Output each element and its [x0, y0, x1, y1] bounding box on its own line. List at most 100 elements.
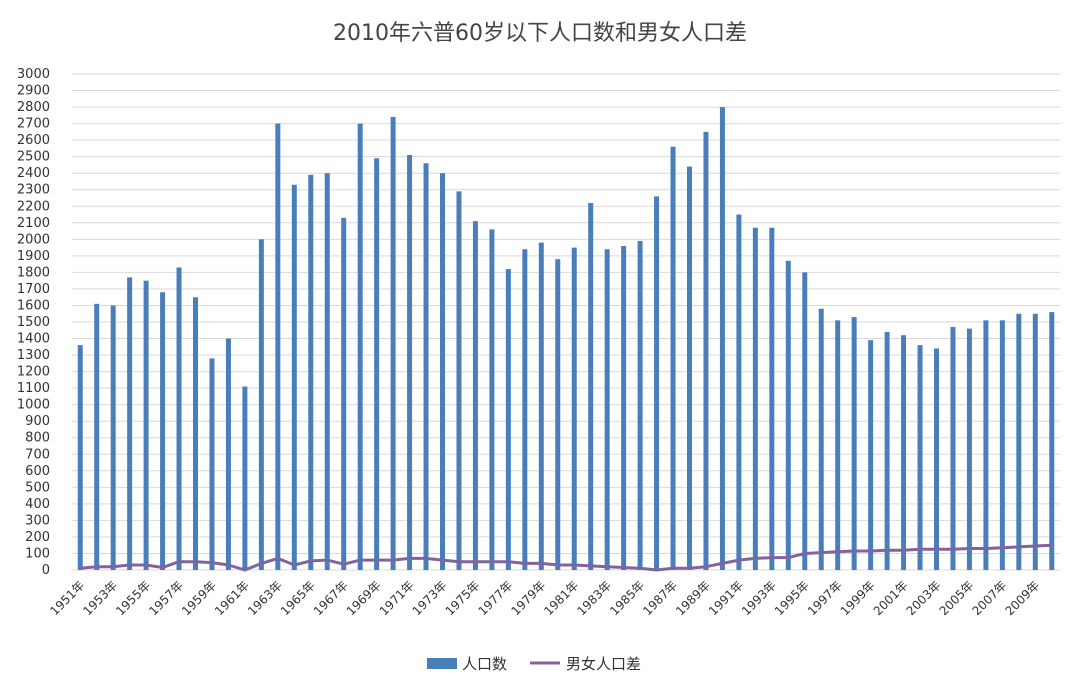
x-tick-label: 1979年 [508, 578, 548, 618]
bar [308, 175, 313, 570]
y-tick-label: 2200 [17, 199, 50, 214]
bar [802, 272, 807, 570]
y-tick-label: 2700 [17, 117, 50, 132]
y-tick-label: 500 [25, 480, 50, 495]
bar [786, 261, 791, 570]
y-tick-label: 2600 [17, 133, 50, 148]
bar [572, 248, 577, 570]
bar [144, 281, 149, 570]
y-tick-label: 1200 [17, 365, 50, 380]
x-tick-label: 1999年 [838, 578, 878, 618]
y-tick-label: 2800 [17, 100, 50, 115]
bar [1016, 314, 1021, 570]
bar [374, 158, 379, 570]
bar [852, 317, 857, 570]
y-tick-label: 1100 [17, 381, 50, 396]
bar [522, 249, 527, 570]
bar [621, 246, 626, 570]
grid [72, 74, 1060, 570]
bar [440, 173, 445, 570]
x-tick-label: 1981年 [541, 578, 581, 618]
x-tick-label: 1971年 [377, 578, 417, 618]
y-tick-label: 1000 [17, 398, 50, 413]
x-tick-label: 1965年 [278, 578, 318, 618]
bar [555, 259, 560, 570]
bar [424, 163, 429, 570]
bar [1049, 312, 1054, 570]
bar [703, 132, 708, 570]
x-tick-label: 1955年 [113, 578, 153, 618]
bar [671, 147, 676, 570]
y-tick-label: 1700 [17, 282, 50, 297]
x-tick-label: 1961年 [212, 578, 252, 618]
bar [967, 329, 972, 570]
bar [127, 277, 132, 570]
bar [473, 221, 478, 570]
bar [242, 386, 247, 570]
bar [407, 155, 412, 570]
bar [868, 340, 873, 570]
bar [456, 191, 461, 570]
legend-label-sex-difference: 男女人口差 [566, 655, 641, 673]
x-tick-label: 1975年 [443, 578, 483, 618]
y-tick-label: 3000 [17, 67, 50, 82]
x-tick-label: 1993年 [739, 578, 779, 618]
y-tick-label: 2900 [17, 84, 50, 99]
bar [687, 167, 692, 570]
x-tick-label: 1951年 [47, 578, 87, 618]
bar [901, 335, 906, 570]
y-tick-label: 300 [25, 513, 50, 528]
x-tick-label: 1957年 [146, 578, 186, 618]
y-tick-label: 800 [25, 431, 50, 446]
bar [177, 267, 182, 570]
bar [94, 304, 99, 570]
x-tick-label: 1997年 [805, 578, 845, 618]
bar [275, 124, 280, 570]
y-tick-label: 900 [25, 414, 50, 429]
y-tick-label: 700 [25, 447, 50, 462]
x-tick-label: 1969年 [344, 578, 384, 618]
bar [78, 345, 83, 570]
x-tick-label: 1987年 [640, 578, 680, 618]
bar [654, 196, 659, 570]
x-tick-label: 1991年 [706, 578, 746, 618]
x-tick-label: 1995年 [772, 578, 812, 618]
x-tick-label: 1973年 [410, 578, 450, 618]
x-tick-label: 1953年 [80, 578, 120, 618]
y-tick-label: 0 [42, 563, 50, 578]
bar [1033, 314, 1038, 570]
bar [325, 173, 330, 570]
y-tick-label: 2100 [17, 216, 50, 231]
x-tick-label: 1983年 [574, 578, 614, 618]
x-tick-label: 2001年 [871, 578, 911, 618]
y-tick-label: 400 [25, 497, 50, 512]
bar [918, 345, 923, 570]
bar [226, 339, 231, 570]
x-tick-label: 2009年 [1002, 578, 1042, 618]
bar [769, 228, 774, 570]
bar [753, 228, 758, 570]
bar [193, 297, 198, 570]
y-tick-label: 1800 [17, 265, 50, 280]
bar [160, 292, 165, 570]
y-tick-label: 100 [25, 546, 50, 561]
bar [391, 117, 396, 570]
y-tick-label: 2500 [17, 150, 50, 165]
bar [605, 249, 610, 570]
bar [489, 229, 494, 570]
bar [506, 269, 511, 570]
bar [209, 358, 214, 570]
bar [736, 215, 741, 570]
bar [983, 320, 988, 570]
bar [638, 241, 643, 570]
bar [720, 107, 725, 570]
y-tick-label: 1400 [17, 332, 50, 347]
y-tick-label: 1600 [17, 298, 50, 313]
x-tick-label: 2007年 [970, 578, 1010, 618]
legend: 人口数 男女人口差 [427, 655, 641, 673]
x-tick-label: 1963年 [245, 578, 285, 618]
y-tick-label: 1300 [17, 348, 50, 363]
y-tick-label: 2000 [17, 232, 50, 247]
